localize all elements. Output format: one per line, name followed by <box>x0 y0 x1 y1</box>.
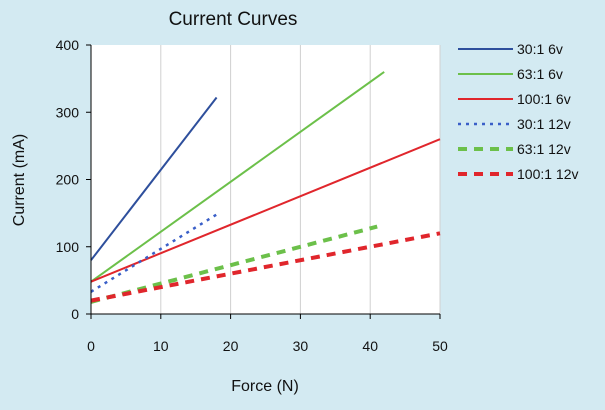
y-tick-label-4: 400 <box>56 37 80 53</box>
grid <box>160 45 441 314</box>
legend-label-1: 63:1 6v <box>517 66 563 82</box>
x-tick-label-0: 0 <box>87 338 95 354</box>
plot-area <box>91 45 440 314</box>
y-tick-label-3: 300 <box>56 104 80 120</box>
y-tick-label-2: 200 <box>56 172 80 188</box>
legend-label-2: 100:1 6v <box>517 91 571 107</box>
legend-label-5: 100:1 12v <box>517 166 579 182</box>
y-tick-label-1: 100 <box>56 239 80 255</box>
series-line-2 <box>90 138 441 283</box>
x-tick-label-5: 50 <box>432 338 448 354</box>
legend-label-3: 30:1 12v <box>517 116 571 132</box>
series-line-5 <box>90 231 441 303</box>
legend-label-0: 30:1 6v <box>517 41 563 57</box>
x-tick-label-3: 30 <box>293 338 309 354</box>
x-axis-label: Force (N) <box>231 378 299 395</box>
x-tick-label-1: 10 <box>153 338 169 354</box>
series-line-3 <box>90 213 218 293</box>
x-tick-label-2: 20 <box>223 338 239 354</box>
x-tick-label-4: 40 <box>362 338 378 354</box>
y-axis-label: Current (mA) <box>11 134 28 226</box>
y-tick-label-0: 0 <box>71 306 79 322</box>
legend-label-4: 63:1 12v <box>517 141 571 157</box>
series-line-4 <box>90 224 378 304</box>
chart-title: Current Curves <box>169 9 298 30</box>
axes <box>86 44 441 319</box>
series-line-0 <box>90 96 218 261</box>
series-lines <box>90 71 441 304</box>
tick-labels: 0 100 200 300 400 0 10 20 30 40 50 <box>56 37 448 354</box>
series-line-1 <box>90 71 385 283</box>
legend: 30:1 6v 63:1 6v 100:1 6v 30:1 12v 63:1 12v 10… <box>458 41 579 182</box>
